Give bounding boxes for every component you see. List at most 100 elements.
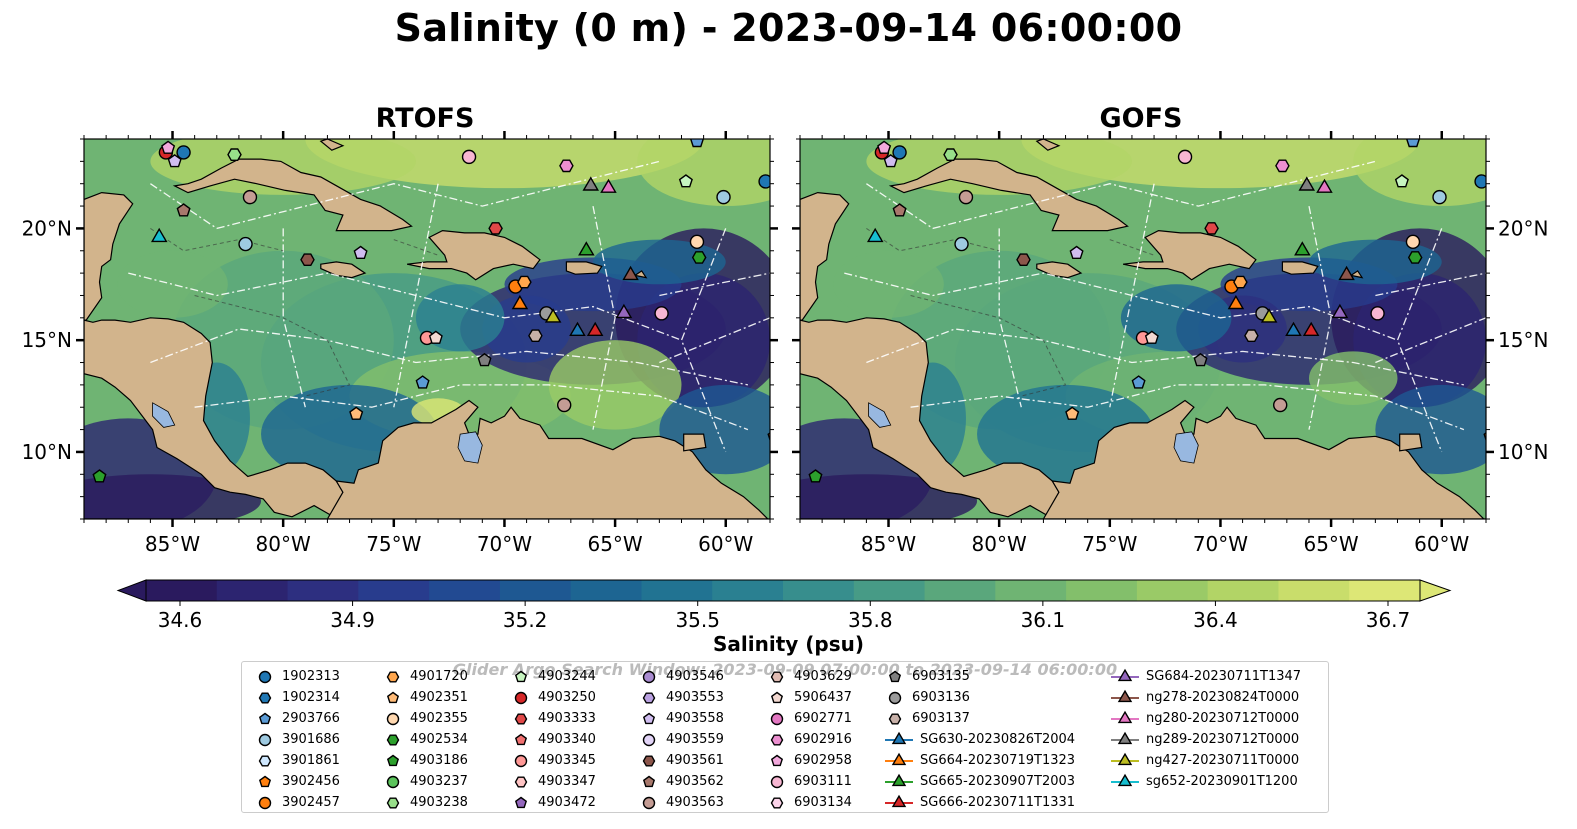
land-centralAmerica bbox=[84, 317, 346, 518]
legend-column: 4903629 5906437 6902771 6902916 6902958 69031… bbox=[766, 666, 852, 813]
legend-marker bbox=[386, 775, 400, 788]
legend-column: 4901720 4902351 4902355 4902534 4903186 49032… bbox=[382, 666, 468, 813]
search-window-line bbox=[150, 160, 660, 230]
legend-item: 4903563 bbox=[638, 792, 724, 813]
marker-2903766 bbox=[1405, 139, 1421, 148]
legend-marker bbox=[1117, 710, 1133, 723]
legend-marker bbox=[258, 712, 272, 724]
panel-title-rtofs: RTOFS bbox=[375, 103, 475, 134]
legend-label: 4902351 bbox=[410, 690, 468, 705]
colorbar-segment bbox=[1207, 580, 1279, 601]
lon-tick-label: 75°W bbox=[1082, 532, 1137, 556]
circle-marker-icon bbox=[514, 754, 528, 767]
colorbar-tick-label: 36.7 bbox=[1366, 608, 1411, 632]
legend-label: 1902313 bbox=[282, 669, 340, 684]
legend-label: ng280-20230712T0000 bbox=[1146, 711, 1300, 726]
legend-marker bbox=[1117, 689, 1133, 702]
salinity-anomaly bbox=[548, 340, 682, 430]
legend-marker bbox=[1117, 773, 1133, 786]
legend-item: 2903766 bbox=[254, 708, 340, 729]
marker-4903561 bbox=[300, 253, 315, 266]
marker-6902958 bbox=[782, 365, 794, 377]
legend-item: 4902351 bbox=[382, 687, 468, 708]
hexagon-marker-icon bbox=[770, 670, 784, 683]
marker-5906437 bbox=[1144, 330, 1159, 344]
marker-sg652-20230901T1200 bbox=[150, 227, 168, 243]
marker-ng427-20230711T0000 bbox=[1260, 308, 1278, 323]
legend-label: 4903561 bbox=[666, 753, 724, 768]
legend-marker bbox=[642, 796, 656, 809]
search-window-line bbox=[1308, 205, 1332, 430]
legend-item: 6902771 bbox=[766, 708, 852, 729]
colorbar-tick-label: 35.8 bbox=[848, 608, 893, 632]
marker-6903111 bbox=[654, 306, 669, 321]
map-panel-gofs[interactable]: 85°W 80°W 75°W 70°W 65°W 60°W 20°N 15°N 10°N bbox=[756, 90, 1549, 556]
marker-4903563 bbox=[557, 397, 572, 413]
legend-item: SG630-20230826T2004 bbox=[884, 729, 1075, 750]
legend-label: 4902534 bbox=[410, 732, 468, 747]
marker-4902351 bbox=[349, 406, 364, 420]
legend-label: 4903562 bbox=[666, 774, 724, 789]
hexagon-marker-icon bbox=[258, 754, 272, 767]
panel-title-gofs: GOFS bbox=[1099, 103, 1183, 134]
triangle-marker-icon bbox=[1111, 752, 1139, 765]
legend-marker bbox=[514, 712, 528, 725]
triangle-marker-icon bbox=[885, 794, 913, 807]
search-window-line bbox=[150, 328, 749, 386]
legend-item: 6903136 bbox=[884, 687, 1075, 708]
legend-label: ng278-20230824T0000 bbox=[1146, 690, 1300, 705]
legend-column: 4903244 4903250 4903333 4903340 4903345 49033… bbox=[510, 666, 596, 813]
legend-item: 4903237 bbox=[382, 771, 468, 792]
pentagon-marker-icon bbox=[642, 775, 656, 787]
colorbar-tick-label: 34.9 bbox=[330, 608, 375, 632]
colorbar-tick-label: 35.2 bbox=[503, 608, 548, 632]
search-window-line bbox=[866, 160, 1376, 230]
colorbar-extend-low bbox=[116, 579, 147, 602]
legend-item: 4903345 bbox=[510, 750, 596, 771]
legend-label: 6903134 bbox=[794, 795, 852, 810]
legend-label: 4903629 bbox=[794, 669, 852, 684]
legend-marker bbox=[891, 773, 907, 786]
legend-marker bbox=[514, 796, 528, 808]
legend-column: 6903135 6903136 6903137 SG630-20230826T2004… bbox=[884, 666, 1075, 813]
lon-tick-label: 85°W bbox=[145, 532, 200, 556]
marker-4902534 bbox=[691, 251, 707, 264]
marker-ng278-20230824T0000 bbox=[1338, 265, 1355, 281]
lat-tick-label: 15°N bbox=[1498, 328, 1548, 352]
pentagon-marker-icon bbox=[258, 775, 272, 787]
salinity-anomaly bbox=[592, 239, 726, 285]
legend-marker bbox=[642, 691, 656, 704]
pentagon-marker-icon bbox=[888, 670, 902, 682]
colorbar-segment bbox=[1066, 580, 1138, 601]
legend-label: 6902771 bbox=[794, 711, 852, 726]
colorbar-segment bbox=[712, 580, 784, 601]
circle-marker-icon bbox=[258, 733, 272, 746]
legend-item: 4903333 bbox=[510, 708, 596, 729]
land-jamaica bbox=[1036, 261, 1083, 279]
marker-ng289-20230712T0000 bbox=[582, 176, 600, 191]
hexagon-marker-icon bbox=[770, 733, 784, 746]
map-panel-rtofs[interactable]: 85°W 80°W 75°W 70°W 65°W 60°W 20°N 15°N 10°N bbox=[22, 90, 815, 556]
legend-marker bbox=[770, 712, 784, 725]
legend-marker bbox=[642, 754, 656, 767]
marker-4903561 bbox=[1016, 253, 1031, 266]
colorbar-segment bbox=[1278, 580, 1350, 601]
marker-ng280-20230712T0000 bbox=[600, 178, 617, 193]
pentagon-marker-icon bbox=[514, 796, 528, 808]
legend-label: SG666-20230711T1331 bbox=[920, 795, 1076, 810]
lon-tick-label: 65°W bbox=[1303, 532, 1358, 556]
legend-marker bbox=[258, 733, 272, 746]
legend-item: 3902457 bbox=[254, 792, 340, 813]
marker-3901686 bbox=[238, 236, 253, 252]
triangle-marker-icon bbox=[1111, 731, 1139, 744]
marker-4903563 bbox=[1272, 397, 1288, 413]
legend-marker bbox=[888, 670, 902, 682]
bathymetry-contour bbox=[194, 295, 351, 397]
land-hispaniola bbox=[1122, 229, 1257, 281]
circle-marker-icon bbox=[386, 712, 400, 725]
land-cuba bbox=[888, 158, 1129, 232]
marker-4903562 bbox=[176, 203, 191, 217]
marker-6903137 bbox=[1244, 329, 1259, 342]
hexagon-marker-icon bbox=[258, 691, 272, 704]
legend-label: 4903237 bbox=[410, 774, 468, 789]
